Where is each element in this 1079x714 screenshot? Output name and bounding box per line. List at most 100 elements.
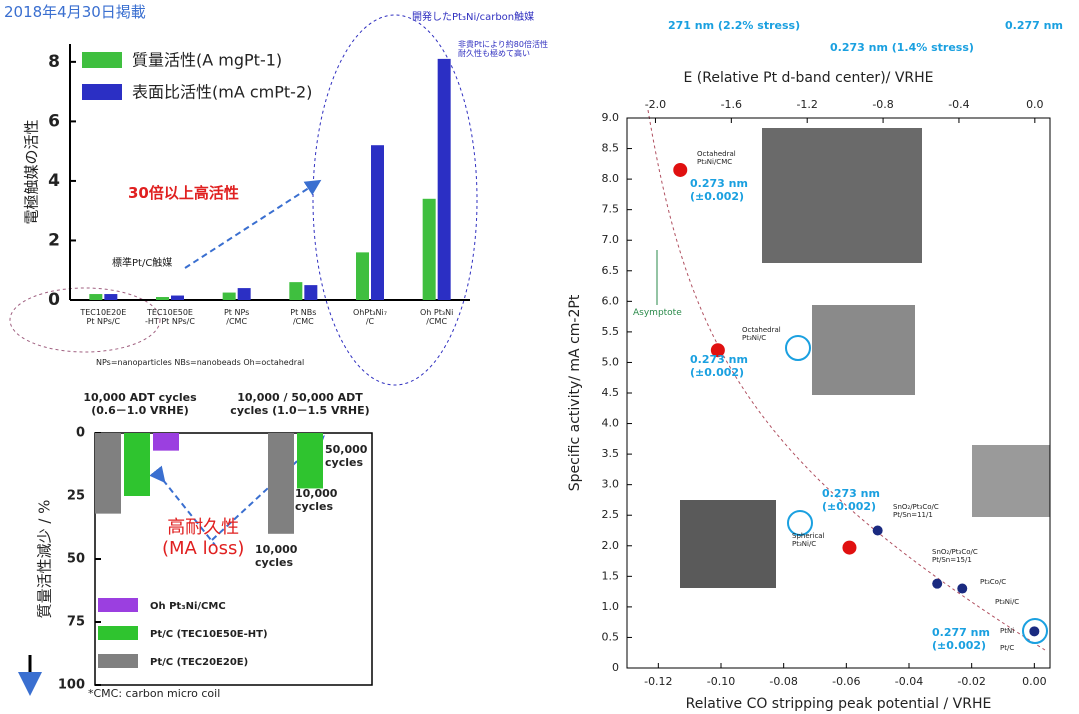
annotation: 標準Pt/C触媒 [112,258,172,270]
annotation: 10,000 cycles [295,488,337,513]
bar [371,145,384,300]
bar [423,199,436,300]
y-tick-label: 2 [48,230,60,250]
x-tick-label: TEC10E20E Pt NPs/C [70,308,137,326]
annotation: Spherical Pt₃Ni/C [792,532,825,548]
point [673,163,687,177]
legend-label: Pt/C (TEC20E20E) [150,657,248,668]
legend-swatch [98,626,138,640]
x2-tick-label: -0.8 [872,98,893,111]
y-axis-label: Specific activity/ mA cm-2Pt [567,294,583,491]
legend-swatch [82,84,122,100]
highlight-ellipse [313,15,477,385]
y-tick-label: 6.0 [602,294,620,307]
tem-image [762,128,922,263]
figure: 02468電極触媒の活性質量活性(A mgPt-1)表面比活性(mA cmPt-… [0,0,1079,714]
point [932,579,942,589]
bar [104,294,117,300]
y-axis-label: 質量活性減少 / % [36,500,54,619]
bar [153,433,179,451]
x2-axis-label: E (Relative Pt d-band center)/ VRHE [683,70,933,86]
y-tick-label: 100 [58,678,85,693]
annotation: *CMC: carbon micro coil [88,688,220,701]
annotation: 30倍以上高活性 [128,185,239,202]
legend-label: 質量活性(A mgPt-1) [132,51,282,70]
annotation: 非貴Ptにより約80倍活性 耐久性も極めて高い [458,40,548,58]
y-tick-label: 8.0 [602,172,620,185]
x-tick-label: TEC10E50E -HT Pt NPs/C [137,308,204,326]
annotation: Pt/C [1000,644,1014,652]
marker-ring [786,336,810,360]
annotation: 0.277 nm [1005,20,1063,33]
annotation: 0.273 nm (±0.002) [690,178,748,203]
x2-tick-label: -1.2 [796,98,817,111]
y-tick-label: 75 [67,615,85,630]
annotation: SnO₂/Pt₃Co/C Pt/Sn=15/1 [932,548,978,564]
x-tick-label: -0.12 [644,675,672,688]
x2-tick-label: -0.4 [948,98,969,111]
category-label: 10,000 ADT cycles (0.6－1.0 VRHE) [55,392,225,417]
y-tick-label: 4.5 [602,386,620,399]
y-tick-label: 9.0 [602,111,620,124]
y-tick-label: 2.0 [602,539,620,552]
y-tick-label: 6 [48,111,60,131]
y-tick-label: 5.5 [602,325,620,338]
point [1029,626,1039,636]
point [842,541,856,555]
annotation: 50,000 cycles [325,444,367,469]
x-tick-label: 0.00 [1022,675,1047,688]
legend-swatch [98,598,138,612]
y-tick-label: 0 [612,661,619,674]
x-tick-label: -0.04 [895,675,923,688]
tem-image [680,500,776,588]
bar [89,294,102,300]
y-tick-label: 5.0 [602,355,620,368]
point [957,584,967,594]
tem-image [972,445,1050,517]
annotation: 開発したPt₃Ni/carbon触媒 [412,12,534,24]
y-tick-label: 4.0 [602,417,620,430]
x-tick-label: -0.02 [957,675,985,688]
bar [297,433,323,488]
annotation: Pt₃Co/C [980,578,1006,586]
bar [268,433,294,534]
x-tick-label: Pt NPs /CMC [203,308,270,326]
annotation: 0.273 nm (±0.002) [690,354,748,379]
y-tick-label: 3.5 [602,447,620,460]
point [873,526,883,536]
x-tick-label: OhPt₃Ni₇ /C [337,308,404,326]
y-tick-label: 0 [76,426,85,441]
x-tick-label: -0.06 [832,675,860,688]
bar [289,282,302,300]
annotation: 10,000 cycles [255,544,297,569]
legend-label: Pt/C (TEC10E50E-HT) [150,629,268,640]
date-header: 2018年4月30日掲載 [4,4,146,21]
annotation: PtNi [1000,627,1014,635]
legend-label: Oh Pt₃Ni/CMC [150,601,226,612]
y-tick-label: 8.5 [602,142,620,155]
annotation: Asymptote [633,308,682,318]
bar [124,433,150,496]
y-tick-label: 0.5 [602,630,620,643]
annotation: 高耐久性 (MA loss) [162,518,244,559]
y-tick-label: 2.5 [602,508,620,521]
bar [438,59,451,300]
y-tick-label: 1.0 [602,600,620,613]
annotation: 271 nm (2.2% stress) [668,20,800,33]
annotation: 0.273 nm (±0.002) [822,488,880,513]
bar [171,296,184,300]
bar [304,285,317,300]
bar [156,297,169,300]
bar [238,288,251,300]
x-tick-label: -0.08 [769,675,797,688]
legend-label: 表面比活性(mA cmPt-2) [132,83,312,102]
y-tick-label: 7.0 [602,233,620,246]
x2-tick-label: -2.0 [645,98,666,111]
legend-swatch [82,52,122,68]
annotation: 0.277 nm (±0.002) [932,627,990,652]
bar [223,293,236,300]
y-tick-label: 4 [48,171,60,191]
annotation: Octahedral Pt₃Ni/C [742,326,781,342]
annotation: Octahedral Pt₃Ni/CMC [697,150,736,166]
legend-swatch [98,654,138,668]
